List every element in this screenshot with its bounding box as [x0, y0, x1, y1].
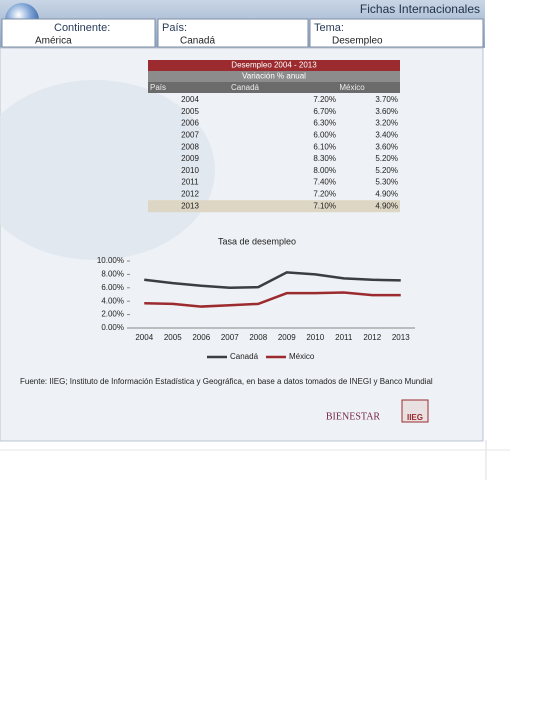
- table-header-bg: [148, 82, 400, 93]
- y-tick-label: 8.00%: [101, 270, 124, 279]
- field-value: Desempleo: [332, 36, 383, 47]
- y-tick-label: 0.00%: [101, 323, 124, 332]
- field-label: Continente:: [54, 22, 110, 34]
- background-map: [0, 80, 215, 260]
- table-cell: 6.00%: [313, 131, 336, 140]
- table-cell: 6.70%: [313, 107, 336, 116]
- table-cell: 2007: [181, 131, 199, 140]
- table-cell: 5.30%: [375, 178, 398, 187]
- table-cell: 7.20%: [313, 190, 336, 199]
- header-title: Fichas Internacionales: [360, 2, 480, 16]
- table-column-header: País: [150, 83, 166, 92]
- x-tick-label: 2006: [192, 333, 210, 342]
- table-cell: 2008: [181, 142, 199, 151]
- y-tick-label: 10.00%: [97, 256, 124, 265]
- table-cell: 2006: [181, 119, 199, 128]
- table-cell: 6.30%: [313, 119, 336, 128]
- table-cell: 4.90%: [375, 201, 398, 210]
- table-cell: 7.20%: [313, 95, 336, 104]
- x-tick-label: 2004: [135, 333, 153, 342]
- legend-label: Canadá: [230, 352, 259, 361]
- logo-icon: [401, 399, 429, 423]
- table-cell: 2009: [181, 154, 199, 163]
- table-subtitle: Variación % anual: [242, 72, 306, 81]
- field-box: [1, 18, 156, 48]
- x-tick-label: 2005: [164, 333, 182, 342]
- y-tick-label: 2.00%: [101, 310, 124, 319]
- series-line: [144, 271, 401, 290]
- table-cell: 8.30%: [313, 154, 336, 163]
- logo-text: IIEG: [407, 413, 423, 422]
- table-row-highlight: [148, 200, 400, 213]
- field-box: [157, 18, 309, 48]
- table-cell: 5.20%: [375, 154, 398, 163]
- source-note: Fuente: IIEG; Instituto de Información E…: [20, 377, 433, 386]
- table-cell: 4.90%: [375, 190, 398, 199]
- field-label: Tema:: [314, 22, 344, 34]
- table-cell: 2011: [181, 178, 199, 187]
- legend-label: México: [289, 352, 315, 361]
- field-value: Canadá: [180, 36, 215, 47]
- table-column-header: México: [339, 83, 365, 92]
- table-title: Desempleo 2004 - 2013: [231, 61, 317, 70]
- field-box: [309, 18, 484, 48]
- x-tick-label: 2010: [306, 333, 324, 342]
- table-cell: 2012: [181, 190, 199, 199]
- table-cell: 3.20%: [375, 119, 398, 128]
- x-tick-label: 2008: [249, 333, 267, 342]
- table-cell: 3.60%: [375, 107, 398, 116]
- table-title-bg: [148, 60, 400, 71]
- y-tick-label: 4.00%: [101, 296, 124, 305]
- field-value: América: [35, 36, 72, 47]
- table-cell: 7.40%: [313, 178, 336, 187]
- logo-text: BIENESTAR: [326, 411, 381, 422]
- x-tick-label: 2007: [221, 333, 239, 342]
- x-tick-label: 2013: [392, 333, 410, 342]
- y-tick-label: 6.00%: [101, 283, 124, 292]
- table-subtitle-bg: [148, 71, 400, 82]
- x-tick-label: 2009: [278, 333, 296, 342]
- table-cell: 2005: [181, 107, 199, 116]
- chart-title: Tasa de desempleo: [218, 236, 296, 246]
- field-label: País:: [162, 22, 187, 34]
- table-cell: 8.00%: [313, 166, 336, 175]
- table-cell: 3.60%: [375, 142, 398, 151]
- table-cell: 2013: [181, 201, 199, 210]
- table-cell: 3.40%: [375, 131, 398, 140]
- x-tick-label: 2011: [335, 333, 353, 342]
- table-cell: 3.70%: [375, 95, 398, 104]
- table-cell: 5.20%: [375, 166, 398, 175]
- table-cell: 6.10%: [313, 142, 336, 151]
- x-tick-label: 2012: [363, 333, 381, 342]
- table-cell: 2010: [181, 166, 199, 175]
- table-column-header: Canadá: [231, 83, 260, 92]
- table-cell: 2004: [181, 95, 199, 104]
- series-line: [144, 291, 401, 308]
- table-cell: 7.10%: [313, 201, 336, 210]
